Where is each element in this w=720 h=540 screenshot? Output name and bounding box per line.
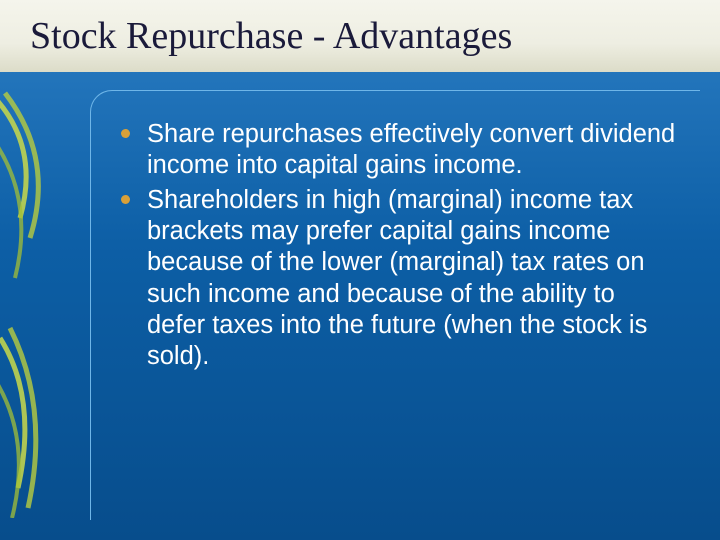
slide: Stock Repurchase - Advantages Share repu… [0,0,720,540]
list-item: Shareholders in high (marginal) income t… [119,185,678,372]
bullet-text: Shareholders in high (marginal) income t… [147,186,647,370]
bullet-text: Share repurchases effectively convert di… [147,120,675,179]
list-item: Share repurchases effectively convert di… [119,119,678,181]
title-bar: Stock Repurchase - Advantages [0,0,720,72]
content-frame: Share repurchases effectively convert di… [90,90,700,520]
slide-title: Stock Repurchase - Advantages [30,14,512,58]
bullet-icon [121,195,130,204]
bullet-icon [121,129,130,138]
decorative-strokes [0,88,100,518]
bullet-list: Share repurchases effectively convert di… [119,119,678,372]
